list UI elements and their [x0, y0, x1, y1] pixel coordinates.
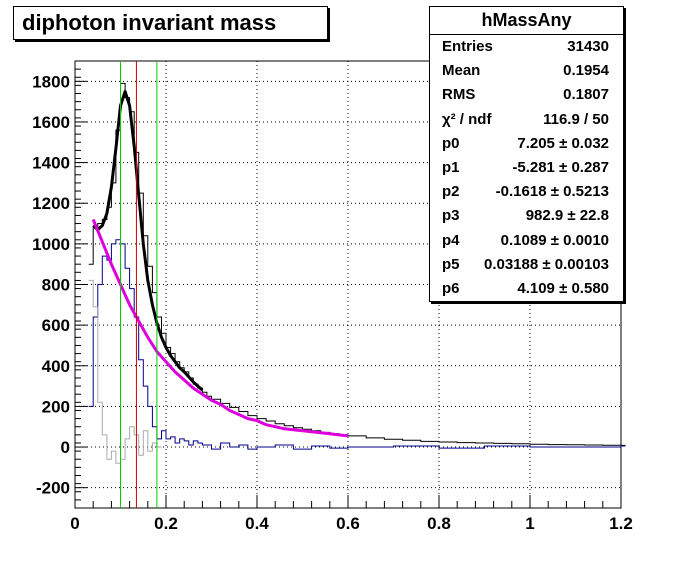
- stats-box: hMassAny Entries 31430 Mean 0.1954 RMS 0.1807…: [429, 6, 624, 302]
- x-tick-label: 0.4: [245, 514, 269, 533]
- stats-row: Mean 0.1954: [430, 59, 623, 83]
- stats-row: RMS 0.1807: [430, 83, 623, 107]
- stats-row: Entries 31430: [430, 35, 623, 59]
- y-tick-label: 800: [42, 276, 70, 295]
- stats-rows: Entries 31430 Mean 0.1954 RMS 0.1807 χ² / ndf 1…: [430, 35, 623, 301]
- stats-key: Mean: [442, 62, 481, 80]
- stats-value: 0.1089 ± 0.0010: [500, 231, 609, 249]
- x-tick-label: 1: [525, 514, 534, 533]
- stats-value: 0.1954: [563, 62, 609, 80]
- stats-key: χ² / ndf: [442, 110, 492, 128]
- x-tick-label: 1.2: [609, 514, 633, 533]
- histogram-series: [88, 279, 162, 464]
- stats-row: p3 982.9 ± 22.8: [430, 204, 623, 228]
- stats-value: 31430: [567, 38, 609, 55]
- stats-row: p4 0.1089 ± 0.0010: [430, 229, 623, 253]
- histogram-series: [88, 82, 626, 446]
- stats-row: p5 0.03188 ± 0.00103: [430, 253, 623, 277]
- stats-value: 116.9 / 50: [543, 110, 609, 128]
- stats-key: p2: [442, 183, 460, 201]
- stats-value: 982.9 ± 22.8: [525, 207, 609, 225]
- stats-row: p0 7.205 ± 0.032: [430, 132, 623, 156]
- y-tick-label: 1000: [32, 235, 70, 254]
- stats-value: 7.205 ± 0.032: [517, 134, 609, 152]
- stats-key: p6: [442, 279, 460, 297]
- stats-value: 0.03188 ± 0.00103: [483, 255, 609, 273]
- stats-row: χ² / ndf 116.9 / 50: [430, 108, 623, 132]
- stats-key: p4: [442, 231, 460, 249]
- stats-title: hMassAny: [430, 7, 623, 35]
- plot-title-box: diphoton invariant mass: [13, 6, 328, 40]
- stats-value: -0.1618 ± 0.5213: [495, 183, 609, 201]
- y-tick-label: 200: [42, 397, 70, 416]
- stats-value: 0.1807: [563, 86, 609, 104]
- stats-row: p1 -5.281 ± 0.287: [430, 156, 623, 180]
- y-tick-label: 400: [42, 357, 70, 376]
- stats-key: p5: [442, 255, 460, 273]
- stats-key: p3: [442, 207, 460, 225]
- y-tick-label: 1200: [32, 194, 70, 213]
- x-tick-label: 0.8: [427, 514, 451, 533]
- stats-key: Entries: [442, 38, 493, 55]
- stats-key: p1: [442, 158, 460, 176]
- x-tick-label: 0.6: [336, 514, 360, 533]
- plot-title: diphoton invariant mass: [22, 10, 277, 35]
- stats-value: -5.281 ± 0.287: [512, 158, 609, 176]
- y-tick-label: 600: [42, 316, 70, 335]
- stats-key: RMS: [442, 86, 476, 104]
- x-tick-label: 0.2: [154, 514, 178, 533]
- fit-curve: [92, 90, 204, 392]
- x-tick-label: 0: [70, 514, 79, 533]
- y-tick-label: 0: [61, 438, 70, 457]
- stats-row: p6 4.109 ± 0.580: [430, 277, 623, 301]
- y-tick-label: 1600: [32, 113, 70, 132]
- stats-value: 4.109 ± 0.580: [517, 279, 609, 297]
- fit-curve: [91, 218, 349, 438]
- stats-row: p2 -0.1618 ± 0.5213: [430, 180, 623, 204]
- y-tick-label: 1400: [32, 154, 70, 173]
- y-tick-label: -200: [36, 479, 70, 498]
- y-tick-label: 1800: [32, 72, 70, 91]
- stats-key: p0: [442, 134, 460, 152]
